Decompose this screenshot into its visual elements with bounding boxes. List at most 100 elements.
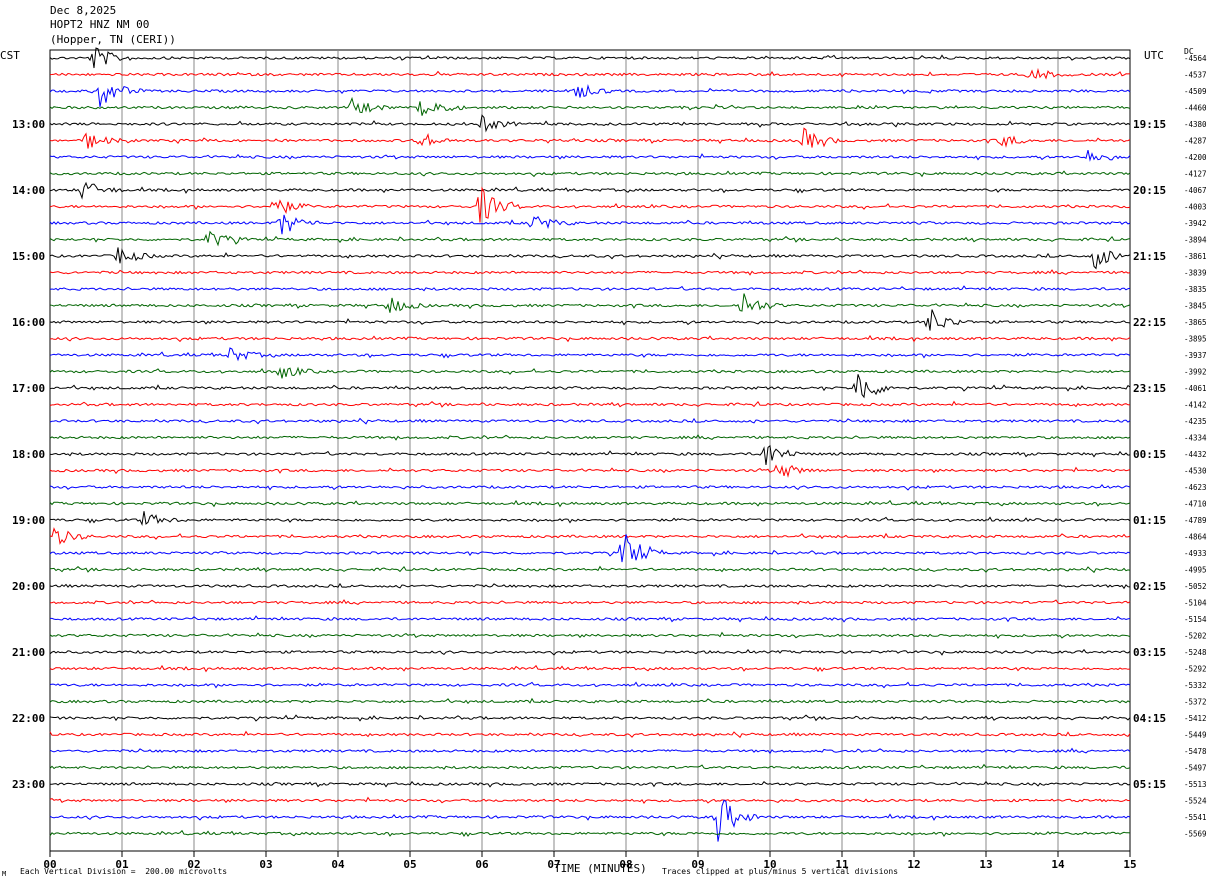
trace-row — [49, 747, 1131, 755]
trace-row — [49, 374, 1131, 399]
cst-hour-label: 22:00 — [12, 712, 45, 725]
cst-hour-label: 19:00 — [12, 514, 45, 527]
trace-row — [49, 631, 1131, 639]
trace-row — [49, 366, 1131, 379]
cst-hour-label: 16:00 — [12, 316, 45, 329]
trace-row — [49, 730, 1131, 739]
x-tick-label: 14 — [1051, 858, 1065, 871]
dc-offset-label: -4623 — [1184, 483, 1207, 492]
utc-hour-label: 01:15 — [1133, 514, 1166, 527]
dc-offset-label: -3845 — [1184, 302, 1207, 311]
utc-hour-label: 21:15 — [1133, 250, 1166, 263]
x-tick-label: 12 — [907, 858, 920, 871]
trace-row — [49, 170, 1131, 178]
x-tick-label: 04 — [331, 858, 345, 871]
trace-row — [49, 648, 1131, 656]
trace-row — [49, 799, 1131, 842]
dc-offset-label: -4235 — [1184, 417, 1207, 426]
trace-row — [49, 534, 1131, 563]
trace-row — [49, 247, 1131, 270]
trace-row — [49, 697, 1131, 705]
x-tick-label: 02 — [187, 858, 200, 871]
trace-row — [49, 400, 1131, 408]
trace-row — [49, 347, 1131, 362]
trace-row — [49, 483, 1131, 491]
header-date: Dec 8,2025 — [50, 4, 117, 17]
utc-hour-label: 00:15 — [1133, 448, 1166, 461]
dc-offset-label: -3992 — [1184, 368, 1207, 377]
left-timezone-label: CST — [0, 49, 20, 62]
dc-offset-label: -3895 — [1184, 335, 1207, 344]
trace-row — [49, 499, 1131, 508]
trace-row — [49, 114, 1131, 133]
trace-row — [49, 417, 1131, 425]
utc-hour-label: 02:15 — [1133, 580, 1166, 593]
dc-offset-label: -4334 — [1184, 434, 1207, 443]
x-tick-label: 08 — [619, 858, 632, 871]
cst-hour-label: 18:00 — [12, 448, 45, 461]
dc-offset-label: -4995 — [1184, 566, 1207, 575]
dc-header-label: DC — [1184, 47, 1194, 56]
dc-offset-label: -4789 — [1184, 516, 1207, 525]
dc-offset-label: -4067 — [1184, 186, 1207, 195]
trace-row — [49, 47, 1131, 69]
dc-offset-label: -5524 — [1184, 797, 1207, 806]
x-axis-title: TIME (MINUTES) — [554, 862, 647, 875]
x-tick-label: 15 — [1123, 858, 1136, 871]
trace-row — [49, 664, 1131, 673]
trace-row — [49, 434, 1131, 441]
dc-offset-label: -4509 — [1184, 87, 1207, 96]
x-tick-label: 09 — [691, 858, 704, 871]
dc-offset-label: -4710 — [1184, 500, 1207, 509]
trace-row — [49, 527, 1131, 545]
dc-offset-label: -3894 — [1184, 236, 1207, 245]
dc-offset-label: -5248 — [1184, 648, 1207, 657]
dc-offset-label: -5412 — [1184, 714, 1207, 723]
x-tick-label: 10 — [763, 858, 776, 871]
trace-row — [49, 780, 1131, 788]
cst-hour-label: 13:00 — [12, 118, 45, 131]
trace-row — [50, 615, 1131, 623]
x-tick-label: 05 — [403, 858, 416, 871]
trace-row — [49, 230, 1131, 247]
dc-offset-label: -3835 — [1184, 285, 1207, 294]
utc-hour-label: 20:15 — [1133, 184, 1166, 197]
dc-offset-label: -5202 — [1184, 632, 1207, 641]
dc-offset-label: -5497 — [1184, 764, 1207, 773]
cst-hour-label: 21:00 — [12, 646, 45, 659]
dc-offset-label: -5569 — [1184, 830, 1207, 839]
dc-offset-label: -3865 — [1184, 318, 1207, 327]
dc-offset-label: -5332 — [1184, 681, 1207, 690]
trace-row — [49, 67, 1131, 80]
x-tick-label: 11 — [835, 858, 849, 871]
trace-row — [49, 285, 1131, 292]
x-tick-label: 06 — [475, 858, 489, 871]
dc-offset-label: -5513 — [1184, 780, 1207, 789]
utc-hour-label: 19:15 — [1133, 118, 1166, 131]
dc-offset-label: -5449 — [1184, 731, 1207, 740]
dc-offset-label: -4061 — [1184, 384, 1207, 393]
dc-offset-label: -5541 — [1184, 813, 1207, 822]
header-station: HOPT2 HNZ NM 00 — [50, 18, 150, 31]
trace-row — [49, 599, 1131, 605]
trace-row — [49, 829, 1131, 838]
dc-offset-label: -3937 — [1184, 351, 1207, 360]
footer-mark: M — [2, 870, 7, 878]
dc-offset-label: -4200 — [1184, 153, 1207, 162]
dc-offset-label: -4530 — [1184, 467, 1207, 476]
trace-row — [49, 444, 1131, 466]
trace-row — [49, 763, 1131, 770]
trace-row — [49, 181, 1131, 200]
cst-hour-label: 14:00 — [12, 184, 45, 197]
cst-hour-label: 15:00 — [12, 250, 45, 263]
dc-offset-label: -5372 — [1184, 698, 1207, 707]
dc-offset-label: -4380 — [1184, 120, 1207, 129]
dc-offset-label: -4564 — [1184, 54, 1207, 63]
trace-row — [49, 186, 1131, 223]
dc-offset-label: -5478 — [1184, 747, 1207, 756]
utc-hour-label: 23:15 — [1133, 382, 1166, 395]
dc-offset-label: -5104 — [1184, 599, 1207, 608]
x-tick-label: 07 — [547, 858, 560, 871]
dc-offset-label: -4460 — [1184, 104, 1207, 113]
right-timezone-label: UTC — [1144, 49, 1164, 62]
